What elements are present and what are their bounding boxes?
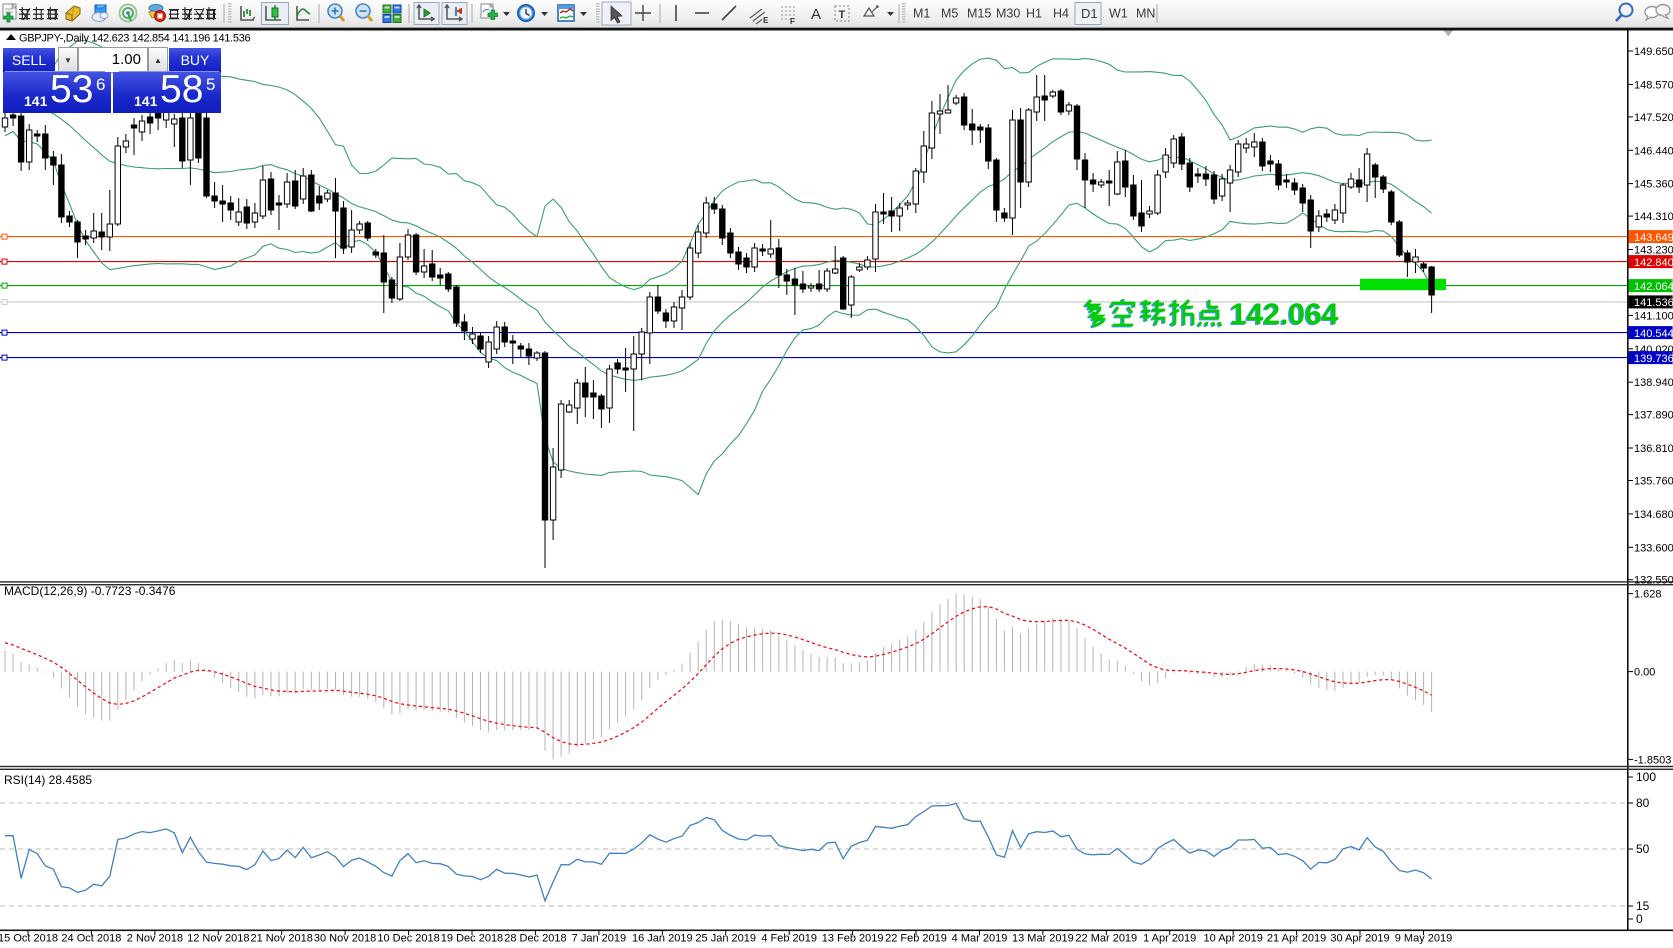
svg-text:W1: W1 (1109, 7, 1128, 21)
svg-text:21 Apr 2019: 21 Apr 2019 (1267, 933, 1326, 945)
svg-text:15: 15 (1636, 899, 1650, 913)
svg-text:M5: M5 (941, 7, 958, 21)
svg-text:145.360: 145.360 (1634, 179, 1673, 191)
svg-text:M1: M1 (913, 7, 930, 21)
svg-text:144.310: 144.310 (1634, 211, 1673, 223)
svg-text:21 Nov 2018: 21 Nov 2018 (251, 933, 313, 945)
svg-text:136.810: 136.810 (1634, 443, 1673, 455)
svg-text:RSI(14) 28.4585: RSI(14) 28.4585 (4, 773, 92, 787)
svg-text:4 Feb 2019: 4 Feb 2019 (761, 933, 817, 945)
svg-text:A: A (811, 6, 821, 23)
svg-text:M30: M30 (996, 7, 1020, 21)
svg-text:MACD(12,26,9) -0.7723 -0.3476: MACD(12,26,9) -0.7723 -0.3476 (4, 584, 176, 598)
svg-text:141.536: 141.536 (1634, 297, 1673, 309)
svg-text:147.520: 147.520 (1634, 112, 1673, 124)
svg-text:9 May 2019: 9 May 2019 (1395, 933, 1452, 945)
svg-text:137.890: 137.890 (1634, 410, 1673, 422)
svg-text:24 Oct 2018: 24 Oct 2018 (61, 933, 121, 945)
svg-text:12 Nov 2018: 12 Nov 2018 (187, 933, 249, 945)
svg-text:T: T (839, 9, 846, 21)
svg-text:149.650: 149.650 (1634, 46, 1673, 58)
svg-text:139.736: 139.736 (1634, 353, 1673, 365)
svg-text:GBPJPY-,Daily 142.623 142.854: GBPJPY-,Daily 142.623 142.854 141.196 14… (19, 33, 251, 45)
svg-text:28 Dec 2018: 28 Dec 2018 (504, 933, 566, 945)
svg-text:22 Mar 2019: 22 Mar 2019 (1075, 933, 1137, 945)
svg-text:135.760: 135.760 (1634, 476, 1673, 488)
svg-text:13 Feb 2019: 13 Feb 2019 (822, 933, 884, 945)
svg-text:19 Dec 2018: 19 Dec 2018 (441, 933, 503, 945)
svg-text:D1: D1 (1081, 6, 1098, 21)
svg-text:22 Feb 2019: 22 Feb 2019 (885, 933, 947, 945)
svg-text:15 Oct 2018: 15 Oct 2018 (0, 933, 58, 945)
svg-text:0.00: 0.00 (1634, 667, 1655, 679)
svg-text:H1: H1 (1026, 7, 1042, 21)
svg-text:10 Apr 2019: 10 Apr 2019 (1204, 933, 1263, 945)
svg-text:133.600: 133.600 (1634, 542, 1673, 554)
svg-text:-1.8503: -1.8503 (1634, 754, 1671, 766)
svg-text:M15: M15 (967, 7, 991, 21)
svg-text:146.440: 146.440 (1634, 145, 1673, 157)
svg-text:F: F (790, 17, 795, 26)
svg-text:100: 100 (1636, 770, 1656, 784)
svg-text:MN: MN (1136, 7, 1155, 21)
svg-text:143.230: 143.230 (1634, 245, 1673, 257)
svg-text:142.064: 142.064 (1634, 281, 1673, 293)
svg-text:141.100: 141.100 (1634, 310, 1673, 322)
svg-text:50: 50 (1636, 842, 1650, 856)
svg-text:138.940: 138.940 (1634, 377, 1673, 389)
svg-text:E: E (763, 16, 769, 25)
svg-text:148.570: 148.570 (1634, 79, 1673, 91)
svg-text:13 Mar 2019: 13 Mar 2019 (1012, 933, 1074, 945)
svg-text:1 Apr 2019: 1 Apr 2019 (1143, 933, 1196, 945)
svg-text:0: 0 (1636, 912, 1643, 926)
svg-text:142.064: 142.064 (1230, 298, 1339, 331)
svg-text:25 Jan 2019: 25 Jan 2019 (695, 933, 756, 945)
svg-text:30 Nov 2018: 30 Nov 2018 (314, 933, 376, 945)
svg-text:16 Jan 2019: 16 Jan 2019 (632, 933, 693, 945)
svg-text:4 Mar 2019: 4 Mar 2019 (952, 933, 1008, 945)
svg-text:2 Nov 2018: 2 Nov 2018 (127, 933, 183, 945)
svg-text:10 Dec 2018: 10 Dec 2018 (377, 933, 439, 945)
svg-text:80: 80 (1636, 796, 1650, 810)
svg-text:132.550: 132.550 (1634, 575, 1673, 587)
svg-text:140.544: 140.544 (1634, 328, 1673, 340)
svg-text:30 Apr 2019: 30 Apr 2019 (1330, 933, 1389, 945)
svg-text:134.680: 134.680 (1634, 509, 1673, 521)
svg-text:1.628: 1.628 (1634, 589, 1662, 601)
svg-text:142.064: 142.064 (1229, 299, 1338, 332)
svg-text:143.649: 143.649 (1634, 232, 1673, 244)
svg-text:142.840: 142.840 (1634, 257, 1673, 269)
svg-text:7 Jan 2019: 7 Jan 2019 (572, 933, 626, 945)
svg-text:H4: H4 (1053, 7, 1069, 21)
